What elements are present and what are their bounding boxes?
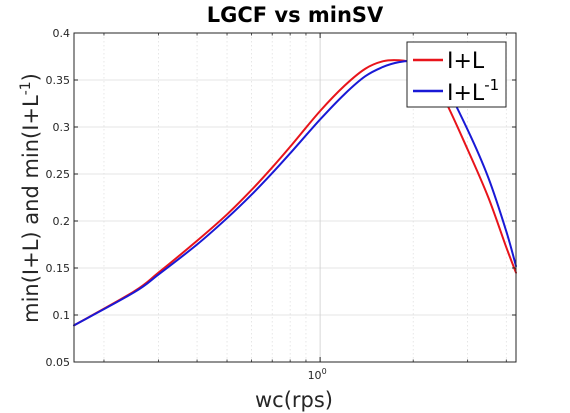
y-tick-label: 0.15 [46, 262, 71, 275]
legend-label-i-plus-l: I+L [447, 49, 485, 74]
plot-frame [73, 32, 517, 363]
x-tick-label: 100 [308, 367, 327, 382]
series-line-i-plus-l-inverse [73, 60, 517, 327]
series-group [73, 59, 517, 327]
ticks: 0.05 0.1 0.15 0.2 0.25 0.3 0.35 0.4 100 [46, 27, 516, 382]
legend-label-i-plus-l-inverse-text: I+L [447, 81, 485, 106]
y-tick-label: 0.25 [46, 168, 71, 181]
chart-title: LGCF vs minSV [207, 3, 384, 27]
y-tick-label: 0.3 [53, 121, 71, 134]
legend-box [406, 41, 507, 108]
y-axis-label: min(I+L) and min(I+L-1) [18, 73, 43, 323]
grid [74, 33, 516, 362]
y-tick-label: 0.1 [53, 309, 71, 322]
y-tick-label: 0.05 [46, 356, 71, 369]
y-axis-label-close: ) [19, 73, 43, 81]
legend-label-i-plus-l-text: I+L [447, 49, 485, 74]
y-axis-label-superscript: -1 [18, 81, 34, 95]
legend-label-i-plus-l-inverse-superscript: -1 [484, 76, 499, 94]
legend-label-i-plus-l-inverse: I+L-1 [447, 76, 499, 106]
legend: I+L I+L-1 [406, 41, 507, 108]
series-line-i-plus-l [73, 59, 517, 327]
y-axis-label-main: min(I+L) and min(I+L [19, 95, 43, 323]
y-tick-label: 0.35 [46, 74, 71, 87]
x-axis-label: wc(rps) [255, 388, 333, 412]
y-tick-label: 0.2 [53, 215, 71, 228]
y-tick-label: 0.4 [53, 27, 71, 40]
